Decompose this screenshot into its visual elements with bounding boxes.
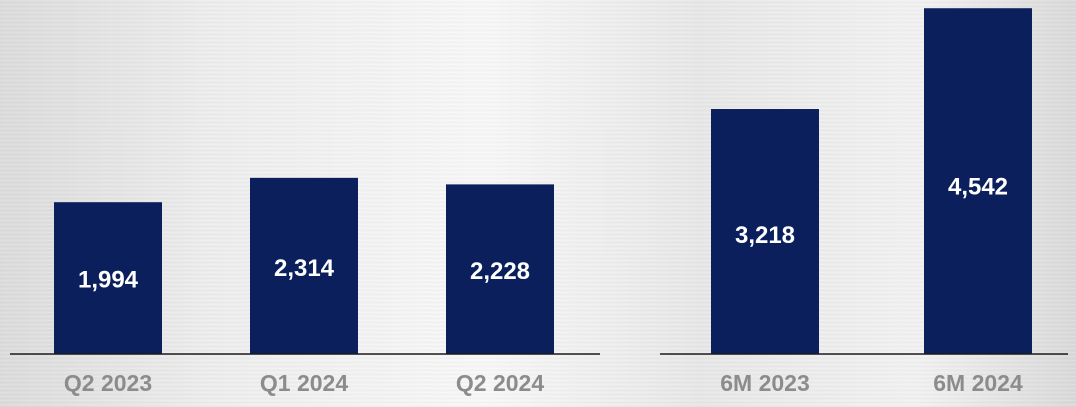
bar-value-label: 3,218 xyxy=(735,222,795,249)
bar-q2-2024 xyxy=(446,184,554,354)
category-label: Q1 2024 xyxy=(260,370,348,396)
bar-6m-2024 xyxy=(924,8,1032,355)
bar-q2-2023 xyxy=(54,202,162,354)
bar-6m-2023 xyxy=(711,109,819,354)
bar-value-label: 2,314 xyxy=(274,255,335,282)
quarterly-chart-group: 1,994 Q2 2023 2,314 Q1 2024 2,228 Q2 2024 xyxy=(10,177,600,396)
category-label: 6M 2024 xyxy=(933,370,1023,396)
bar-value-label: 2,228 xyxy=(470,258,530,285)
category-label: Q2 2024 xyxy=(456,370,544,396)
bar-q1-2024 xyxy=(250,177,358,354)
category-label: Q2 2023 xyxy=(64,370,152,396)
half-year-chart-group: 3,218 6M 2023 4,542 6M 2024 xyxy=(660,8,1068,396)
bar-value-label: 1,994 xyxy=(78,266,139,293)
category-label: 6M 2023 xyxy=(720,370,810,396)
bar-value-label: 4,542 xyxy=(948,173,1008,200)
